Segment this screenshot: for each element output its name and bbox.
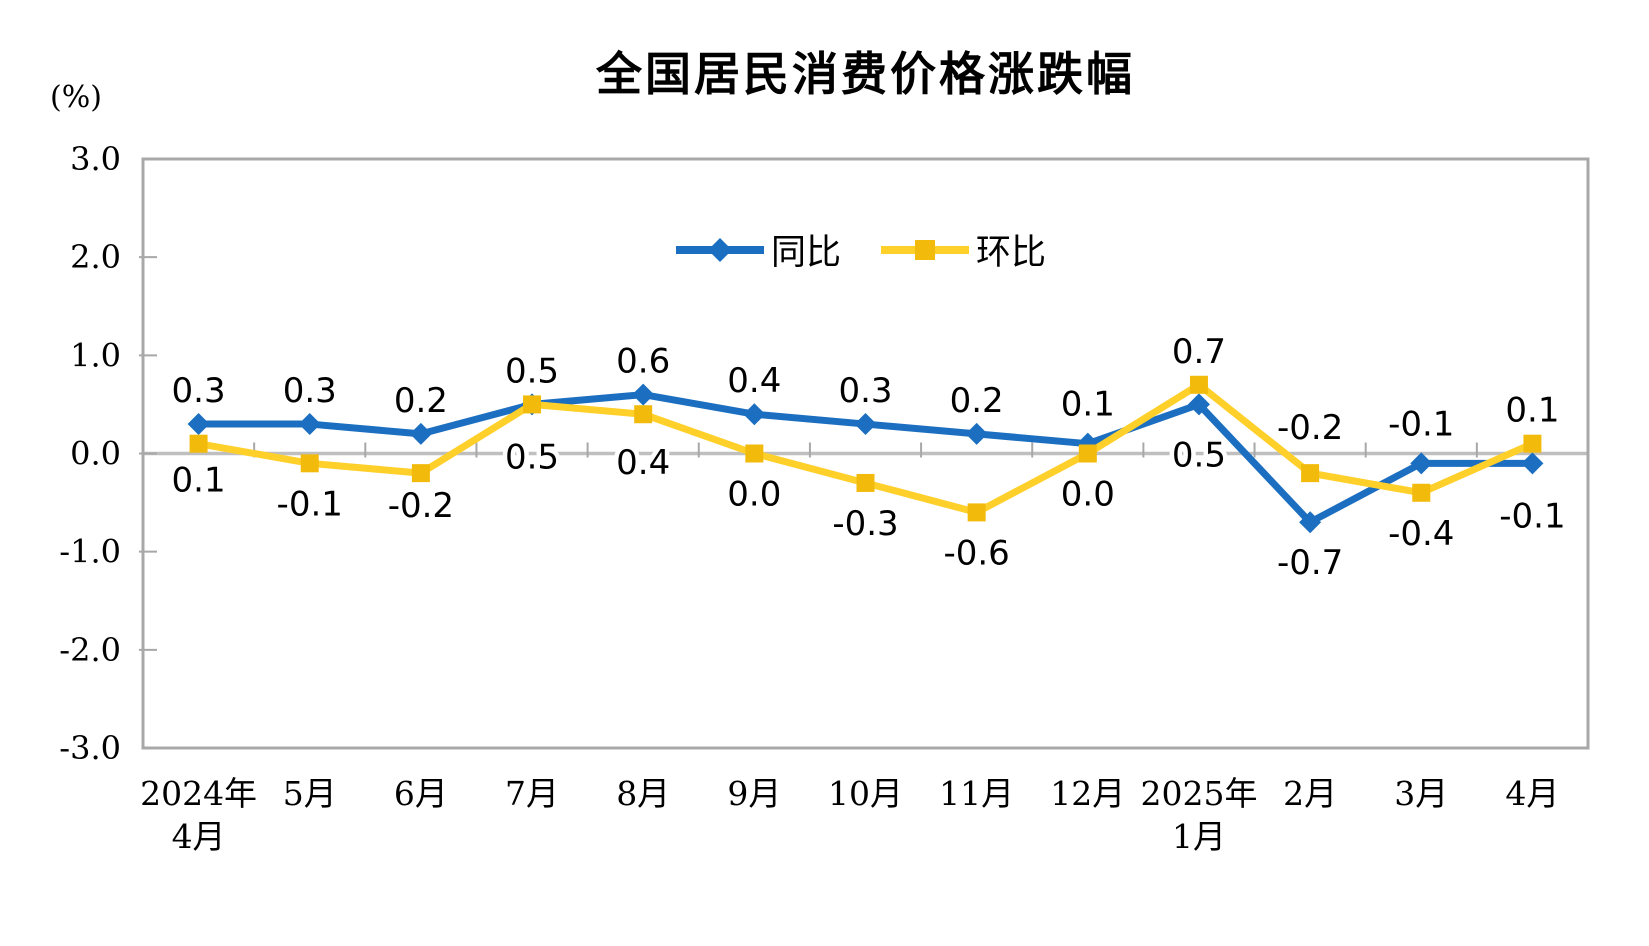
data-point-value-label: 0.6 [616,342,670,382]
series-yoy [187,383,1544,534]
x-axis-labels: 2024年 4月 5月 6月 7月 8月 9月 10月 11月 12月 2025年 1月 2月 3月 4月 [140,774,1559,856]
mom-data-point-marker [411,464,430,483]
mom-data-point-marker [523,395,542,414]
y-axis-tick-label: 1.0 [70,336,121,374]
y-axis-tick-label: 0.0 [70,435,121,473]
mom-data-point-marker [967,503,986,522]
mom-data-point-marker [745,444,764,463]
data-point-value-label: 0.3 [283,371,337,411]
mom-legend-label: 环比 [976,233,1047,272]
x-axis-month-label: 10月 [828,774,903,813]
mom-data-point-marker [1078,444,1097,463]
yoy-data-point-marker [1187,393,1210,416]
legend-item-mom: 环比 [881,224,1046,275]
chart-legend: 同比 环比 [676,224,1046,275]
yoy-data-point-marker [854,413,877,436]
data-point-value-label: -0.1 [277,484,343,524]
yoy-line-swatch-icon [676,237,764,262]
x-axis-month-label: 4月 [172,817,226,856]
data-point-value-label: -0.4 [1388,514,1454,554]
x-axis-month-label: 3月 [1394,774,1448,813]
yoy-data-point-marker [187,413,210,436]
data-point-value-label: -0.2 [388,486,454,526]
data-point-value-label: -0.1 [1388,404,1454,444]
series-mom [189,375,1542,522]
yoy-data-point-marker [1299,511,1322,534]
x-axis-month-label: 9月 [727,774,781,813]
series-yoy-labels: 0.3 0.3 0.2 0.5 0.6 0.4 0.3 0.2 0.1 0.5 -0.7 -0.1 -0… [167,337,1570,588]
data-point-value-label: 0.1 [1505,391,1559,431]
data-point-value-label: 0.0 [1061,475,1115,515]
yoy-data-point-marker [1521,452,1544,475]
yoy-data-point-marker [298,413,321,436]
mom-data-point-marker [1189,375,1208,394]
data-point-value-label: -0.1 [1499,496,1565,536]
x-axis-month-label: 5月 [283,774,337,813]
mom-data-point-marker [634,405,653,424]
y-axis-tick-label: -3.0 [59,729,121,767]
data-point-value-label: 0.7 [1172,332,1226,372]
data-point-value-label: -0.2 [1277,408,1343,448]
series-mom-labels: 0.1 -0.1 -0.2 0.5 0.4 0.0 -0.3 -0.6 0.0 0.7 -0.2 -0… [167,327,1564,578]
legend-item-yoy: 同比 [676,224,841,275]
mom-data-point-marker [189,434,208,453]
data-point-value-label: 0.4 [727,361,781,401]
mom-data-point-marker [856,473,875,492]
data-point-value-label: -0.3 [832,504,898,544]
mom-line-swatch-icon [881,239,970,260]
data-point-value-label: 0.5 [1172,435,1226,475]
chart-title: 全国居民消费价格涨跌幅 [596,48,1135,100]
yoy-data-point-marker [965,422,988,445]
x-axis-month-label: 4月 [1505,774,1559,813]
yoy-data-point-marker [632,383,655,406]
x-axis-month-label: 6月 [394,774,448,813]
data-point-value-label: 0.3 [838,371,892,411]
data-point-value-label: 0.2 [950,381,1004,421]
x-axis-month-label: 7月 [505,774,559,813]
mom-data-point-marker [1412,483,1431,502]
yoy-data-point-marker [409,422,432,445]
x-axis-month-label: 8月 [616,774,670,813]
data-point-value-label: 0.3 [172,371,226,411]
yoy-data-point-marker [743,403,766,426]
y-axis-tick-label: 2.0 [70,238,121,276]
y-axis-tick-label: -2.0 [59,631,121,669]
y-axis-unit-label: (%) [50,80,102,115]
x-axis-month-label: 2025年 [1140,774,1257,813]
x-axis-ticks [253,442,1478,458]
y-axis-tick-label: 3.0 [70,140,121,178]
data-point-value-label: 0.1 [1061,385,1115,425]
data-point-value-label: 0.5 [505,437,559,477]
data-point-value-label: -0.7 [1277,543,1343,583]
data-point-value-label: 0.0 [727,475,781,515]
data-point-value-label: 0.2 [394,381,448,421]
y-axis: 3.0 2.0 1.0 0.0 -1.0 -2.0 -3.0 [59,140,157,767]
data-point-value-label: 0.4 [616,443,670,483]
yoy-legend-label: 同比 [771,233,842,272]
data-point-value-label: 0.5 [505,351,559,391]
data-point-value-label: 0.1 [172,461,226,501]
mom-data-point-marker [300,454,319,473]
x-axis-month-label: 2月 [1283,774,1337,813]
x-axis-month-label: 12月 [1050,774,1125,813]
y-axis-tick-label: -1.0 [59,533,121,571]
mom-data-point-marker [1523,434,1542,453]
x-axis-month-label: 2024年 [140,774,257,813]
yoy-data-point-marker [1410,452,1433,475]
x-axis-month-label: 11月 [939,774,1014,813]
data-point-value-label: -0.6 [943,533,1009,573]
mom-data-point-marker [1301,464,1320,483]
x-axis-month-label: 1月 [1172,817,1226,856]
